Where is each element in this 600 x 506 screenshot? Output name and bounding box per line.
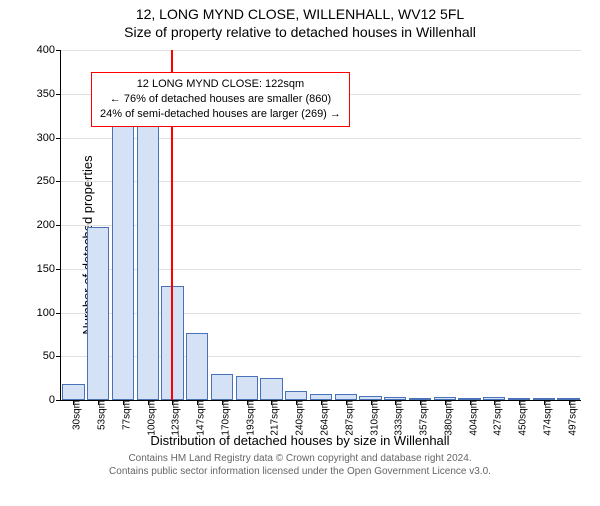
y-tick-label: 0 [49, 394, 61, 406]
title-subtitle: Size of property relative to detached ho… [0, 24, 600, 40]
histogram-bar [211, 374, 233, 400]
histogram-bar [87, 227, 109, 400]
x-tick-label: 30sqm [66, 400, 83, 430]
x-tick-label: 240sqm [289, 400, 306, 436]
x-tick-label: 333sqm [388, 400, 405, 436]
histogram-plot: 05010015020025030035040030sqm53sqm77sqm1… [60, 50, 581, 401]
x-tick-label: 497sqm [561, 400, 578, 436]
annotation-line-1: ← 76% of detached houses are smaller (86… [100, 92, 341, 107]
footer-line1: Contains HM Land Registry data © Crown c… [0, 452, 600, 465]
annotation-box: 12 LONG MYND CLOSE: 122sqm← 76% of detac… [91, 72, 350, 127]
histogram-bar [260, 378, 282, 400]
histogram-bar [236, 376, 258, 400]
annotation-line-2: 24% of semi-detached houses are larger (… [100, 107, 341, 122]
footer-attribution: Contains HM Land Registry data © Crown c… [0, 452, 600, 478]
x-tick-label: 53sqm [90, 400, 107, 430]
x-tick-label: 77sqm [115, 400, 132, 430]
x-tick-label: 100sqm [140, 400, 157, 436]
x-tick-label: 427sqm [487, 400, 504, 436]
histogram-bar [186, 333, 208, 400]
annotation-line-0: 12 LONG MYND CLOSE: 122sqm [100, 77, 341, 92]
x-tick-label: 380sqm [437, 400, 454, 436]
y-tick-label: 200 [37, 219, 61, 231]
footer-line2: Contains public sector information licen… [0, 465, 600, 478]
x-tick-label: 170sqm [214, 400, 231, 436]
x-tick-label: 310sqm [363, 400, 380, 436]
x-tick-label: 193sqm [239, 400, 256, 436]
gridline [61, 50, 581, 51]
histogram-bar [285, 391, 307, 400]
y-tick-label: 50 [43, 350, 61, 362]
y-tick-label: 250 [37, 175, 61, 187]
x-tick-label: 217sqm [264, 400, 281, 436]
histogram-bar [137, 108, 159, 400]
y-tick-label: 350 [37, 88, 61, 100]
histogram-bar [112, 110, 134, 401]
x-tick-label: 357sqm [412, 400, 429, 436]
y-tick-label: 300 [37, 132, 61, 144]
histogram-bar [62, 384, 84, 400]
y-tick-label: 400 [37, 44, 61, 56]
x-tick-label: 450sqm [511, 400, 528, 436]
title-address: 12, LONG MYND CLOSE, WILLENHALL, WV12 5F… [0, 6, 600, 22]
x-tick-label: 287sqm [338, 400, 355, 436]
chart-area: Number of detached properties 0501001502… [0, 40, 600, 450]
y-tick-label: 150 [37, 263, 61, 275]
x-tick-label: 147sqm [190, 400, 207, 436]
x-axis-label: Distribution of detached houses by size … [0, 433, 600, 448]
x-tick-label: 474sqm [536, 400, 553, 436]
x-tick-label: 123sqm [165, 400, 182, 436]
x-tick-label: 264sqm [313, 400, 330, 436]
y-tick-label: 100 [37, 307, 61, 319]
x-tick-label: 404sqm [462, 400, 479, 436]
